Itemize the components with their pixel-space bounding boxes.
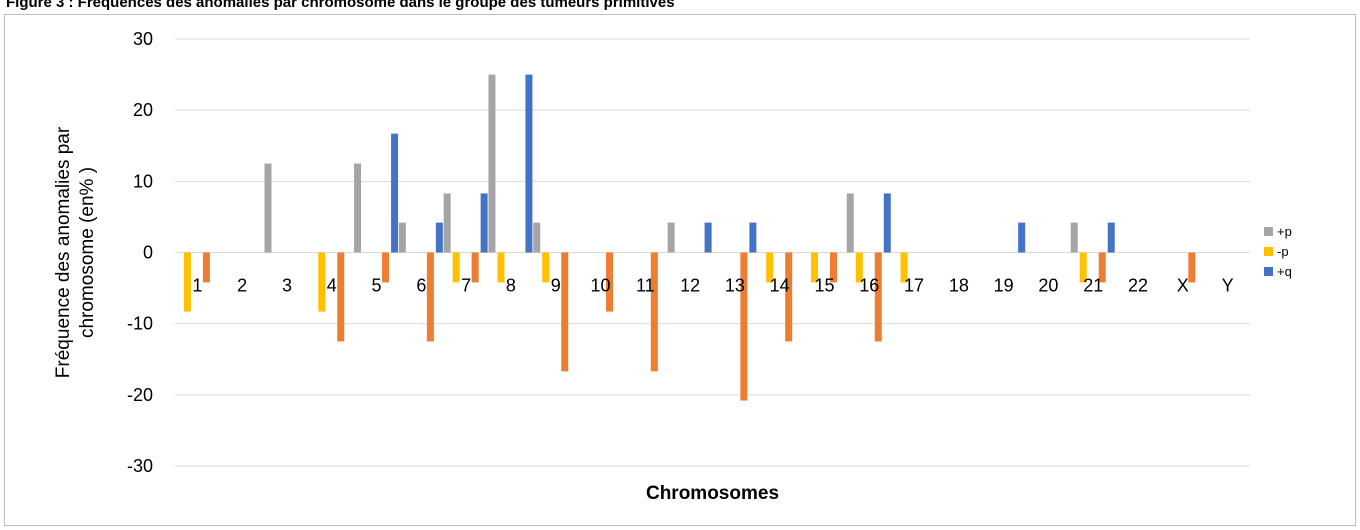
bar-plusminus-q-5: [391, 133, 399, 253]
x-tick-label: 9: [551, 276, 561, 296]
x-tick-label: 8: [506, 276, 516, 296]
x-tick-label: 16: [859, 276, 879, 296]
bar-plusminus-p-12: [667, 222, 675, 253]
bar-plusminus-q-19: [1018, 222, 1026, 253]
legend-label: -p: [1277, 244, 1289, 259]
bar-plusminus-q-16: [883, 193, 891, 253]
x-tick-label: X: [1177, 276, 1189, 296]
bar-series-4-14: [785, 252, 793, 342]
x-tick-label: 20: [1038, 276, 1058, 296]
legend: +p -p +q: [1264, 224, 1292, 279]
x-tick-label: 4: [327, 276, 337, 296]
y-tick-label: -10: [127, 314, 153, 334]
bar-plusminus-p-3: [264, 163, 272, 253]
bar-plusminus-p-9: [533, 222, 541, 253]
bar-plusminus-p-21: [1070, 222, 1078, 253]
bar-minus-p-15: [810, 252, 818, 283]
x-tick-label: 19: [994, 276, 1014, 296]
bar-series-4-X: [1188, 252, 1196, 283]
y-tick-label: -30: [127, 456, 153, 476]
x-tick-label: 11: [636, 276, 655, 296]
x-tick-label: 10: [591, 276, 611, 296]
bar-series-4-15: [829, 252, 837, 283]
y-tick-label: 0: [143, 243, 153, 263]
x-tick-label: 17: [904, 276, 924, 296]
bar-series-4-1: [202, 252, 210, 283]
bar-plusminus-p-5: [354, 163, 362, 253]
x-tick-label: 21: [1083, 276, 1103, 296]
legend-swatch: [1264, 227, 1273, 236]
y-tick-label: -20: [127, 385, 153, 405]
bar-minus-p-16: [855, 252, 863, 283]
legend-swatch: [1264, 247, 1273, 256]
x-tick-label: 22: [1128, 276, 1148, 296]
bar-series-4-5: [382, 252, 390, 283]
bar-minus-p-9: [542, 252, 550, 283]
grid-layer: [175, 38, 1250, 467]
y-tick-labels: -30 -20 -10 0 10 20 30: [127, 29, 153, 476]
x-axis-title: Chromosomes: [646, 483, 779, 504]
bar-layer: [183, 74, 1196, 401]
x-tick-label: 2: [237, 276, 247, 296]
bar-minus-p-17: [900, 252, 908, 283]
bar-minus-p-7: [452, 252, 460, 283]
x-tick-label: 5: [372, 276, 382, 296]
bar-plusminus-q-21: [1107, 222, 1115, 253]
bar-plusminus-p-7: [443, 193, 451, 253]
bar-series-4-11: [650, 252, 658, 372]
y-axis-title-line-1: Fréquence des anomalies par: [53, 126, 74, 378]
bar-series-4-6: [426, 252, 434, 342]
x-tick-label: 1: [192, 276, 202, 296]
chart-frame: -30 -20 -10 0 10 20 30 1 2 3 4 5 6 7 8 9 10 11 12 13 14 15 16…: [4, 14, 1356, 526]
x-tick-label: Y: [1222, 276, 1234, 296]
bar-minus-p-8: [497, 252, 505, 283]
bar-plusminus-q-12: [704, 222, 712, 253]
bar-plusminus-q-6: [435, 222, 443, 253]
bar-series-4-21: [1098, 252, 1106, 283]
legend-swatch: [1264, 267, 1273, 276]
bar-plusminus-p-8: [488, 74, 496, 253]
legend-label: +q: [1277, 264, 1292, 279]
y-axis-title-line-2: chromosome (en% ): [77, 167, 98, 338]
bar-minus-p-21: [1079, 252, 1087, 283]
legend-label: +p: [1277, 224, 1292, 239]
bar-plusminus-q-13: [749, 222, 757, 253]
y-tick-label: 10: [133, 171, 153, 191]
figure-title: Figure 3 : Fréquences des anomalies par …: [6, 0, 675, 11]
bar-series-4-10: [606, 252, 614, 312]
bar-plusminus-p-16: [846, 193, 854, 253]
x-tick-label: 3: [282, 276, 292, 296]
bar-series-4-13: [740, 252, 748, 401]
bar-plusminus-q-7: [480, 193, 488, 253]
x-tick-label: 12: [680, 276, 700, 296]
x-tick-label: 13: [725, 276, 745, 296]
bar-series-4-16: [874, 252, 882, 342]
x-tick-label: 6: [416, 276, 426, 296]
x-tick-labels: 1 2 3 4 5 6 7 8 9 10 11 12 13 14 15 16 17 18 19 20 21 22 X Y: [192, 276, 1233, 296]
y-tick-label: 30: [133, 29, 153, 49]
bar-series-4-4: [337, 252, 345, 342]
x-tick-label: 7: [461, 276, 471, 296]
bar-plusminus-p-6: [398, 222, 406, 253]
x-tick-label: 18: [949, 276, 969, 296]
x-tick-label: 14: [770, 276, 790, 296]
bar-series-4-9: [561, 252, 569, 372]
bar-minus-p-14: [766, 252, 774, 283]
figure-title-strip: Figure 3 : Fréquences des anomalies par …: [0, 0, 1360, 14]
bar-series-4-7: [471, 252, 479, 283]
x-tick-label: 15: [814, 276, 834, 296]
bar-plusminus-q-8: [525, 74, 533, 253]
bar-minus-p-1: [183, 252, 191, 312]
y-tick-label: 20: [133, 100, 153, 120]
bar-minus-p-4: [318, 252, 326, 312]
